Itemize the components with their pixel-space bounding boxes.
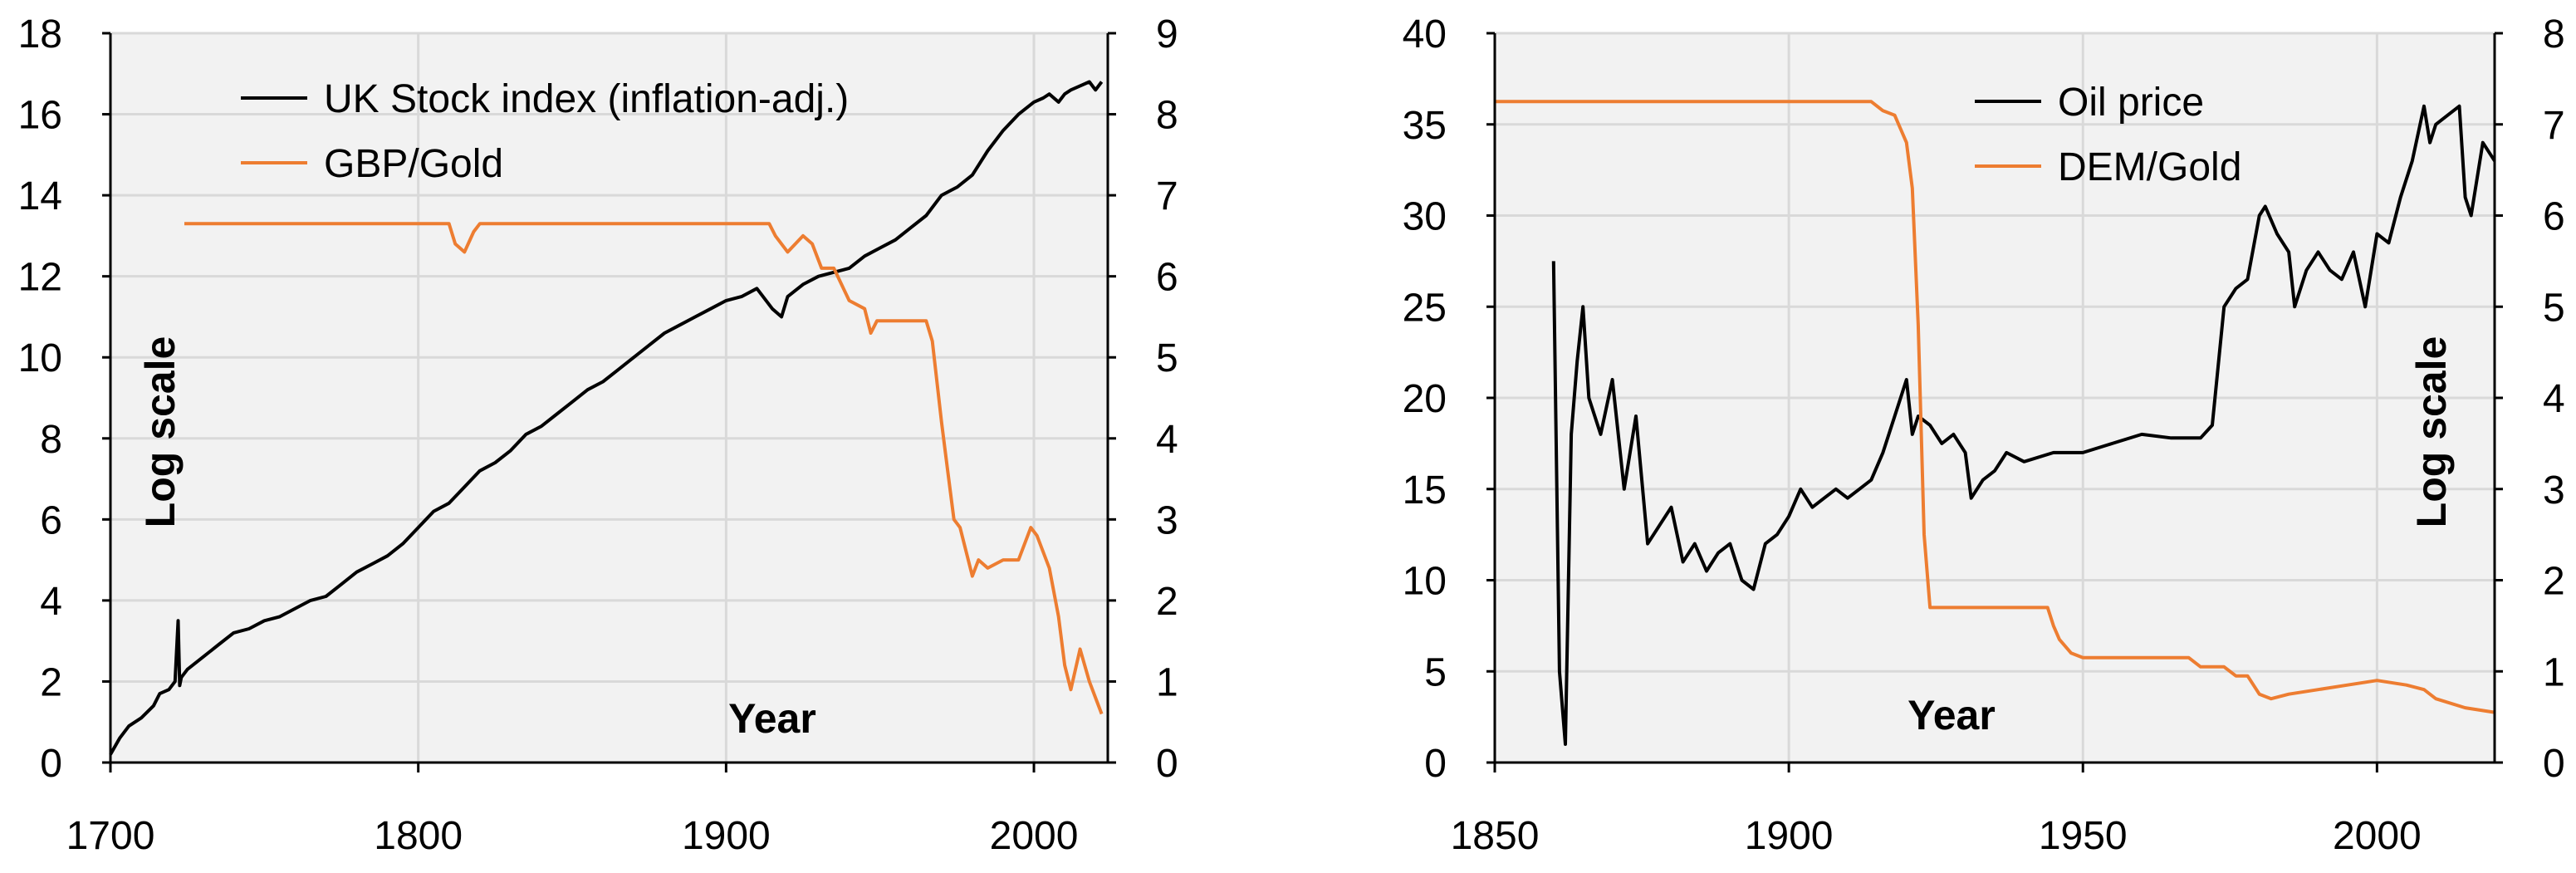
y-right-tick-label: 7 [2543,104,2565,148]
x-tick-label: 1700 [66,814,155,858]
y-right-tick-label: 6 [2543,195,2565,239]
y-right-tick-label: 5 [2543,286,2565,330]
series-line-gbp-gold [184,222,1104,715]
y-right-tick-label: 2 [1156,580,1178,624]
y-left-tick-label: 40 [1403,12,1447,56]
y-left-tick-label: 16 [18,94,62,138]
legend-label: Oil price [2058,81,2204,125]
x-tick-label: 1800 [374,814,463,858]
y-right-tick-label: 3 [2543,468,2565,513]
log-scale-annotation: Log scale [2408,336,2455,528]
plot-area [110,33,1108,763]
y-right-tick-label: 3 [1156,498,1178,542]
y-right-tick-label: 4 [2543,377,2565,421]
y-left-tick-label: 6 [40,498,62,542]
y-right-tick-label: 7 [1156,174,1178,218]
y-left-tick-label: 18 [18,12,62,56]
y-right-tick-label: 0 [1156,742,1178,786]
y-left-tick-label: 0 [40,742,62,786]
y-right-tick-label: 9 [1156,12,1178,56]
y-left-tick-label: 2 [40,660,62,704]
y-left-tick-label: 35 [1403,104,1447,148]
y-left-tick-label: 20 [1403,377,1447,421]
series-line-uk-stock-index-inflation-adj [109,80,1104,756]
legend-label: GBP/Gold [324,142,503,186]
y-right-tick-label: 1 [2543,650,2565,694]
x-tick-label: 1900 [1745,814,1834,858]
x-tick-label: 2000 [2333,814,2422,858]
y-right-tick-label: 0 [2543,742,2565,786]
y-left-tick-label: 30 [1403,195,1447,239]
x-axis-title: Year [1908,692,1996,738]
y-left-tick-label: 14 [18,174,62,218]
x-axis-title: Year [728,695,816,742]
x-tick-label: 1950 [2039,814,2128,858]
y-right-tick-label: 8 [2543,12,2565,56]
y-left-tick-label: 0 [1424,742,1447,786]
y-left-tick-label: 10 [1403,560,1447,604]
log-scale-annotation: Log scale [137,336,184,528]
y-left-tick-label: 4 [40,580,62,624]
series-line-dem-gold [1495,100,2495,714]
x-tick-label: 1850 [1451,814,1540,858]
y-right-tick-label: 4 [1156,418,1178,462]
y-right-tick-label: 2 [2543,560,2565,604]
legend-label: DEM/Gold [2058,145,2241,189]
series-line-oil-price [1551,104,2496,746]
chart-2: 0 5 10 15 20 25 30 35 40 0 1 2 3 4 5 6 7 8 1850 1900 1950 200… [1403,12,2565,858]
x-tick-label: 2000 [990,814,1079,858]
x-tick-label: 1900 [682,814,771,858]
legend-label: UK Stock index (inflation-adj.) [324,77,849,121]
y-right-tick-label: 6 [1156,256,1178,300]
y-left-tick-label: 10 [18,336,62,380]
y-left-tick-label: 5 [1424,650,1447,694]
y-left-tick-label: 25 [1403,286,1447,330]
y-right-tick-label: 8 [1156,94,1178,138]
y-right-tick-label: 1 [1156,660,1178,704]
y-left-tick-label: 8 [40,418,62,462]
y-left-tick-label: 12 [18,256,62,300]
y-right-tick-label: 5 [1156,336,1178,380]
y-left-tick-label: 15 [1403,468,1447,513]
